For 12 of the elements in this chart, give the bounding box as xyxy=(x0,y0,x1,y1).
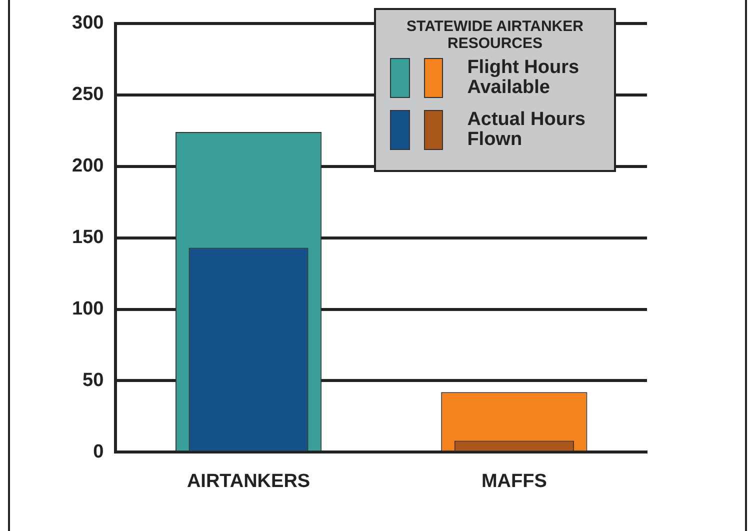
legend-label: Actual Hours Flown xyxy=(467,109,586,150)
y-tick-label: 150 xyxy=(72,227,104,248)
legend-title: STATEWIDE AIRTANKER RESOURCES xyxy=(406,18,584,52)
y-tick-label: 250 xyxy=(72,84,104,106)
y-tick-label: 50 xyxy=(82,370,104,391)
x-tick-label: MAFFS xyxy=(481,470,547,492)
x-tick-label: AIRTANKERS xyxy=(186,470,310,492)
y-tick-label: 200 xyxy=(72,156,104,177)
y-tick-label: 0 xyxy=(93,441,104,462)
legend-label: Flight Hours Available xyxy=(467,57,580,98)
y-tick-label: 100 xyxy=(72,298,104,320)
y-tick-label: 300 xyxy=(72,12,104,34)
